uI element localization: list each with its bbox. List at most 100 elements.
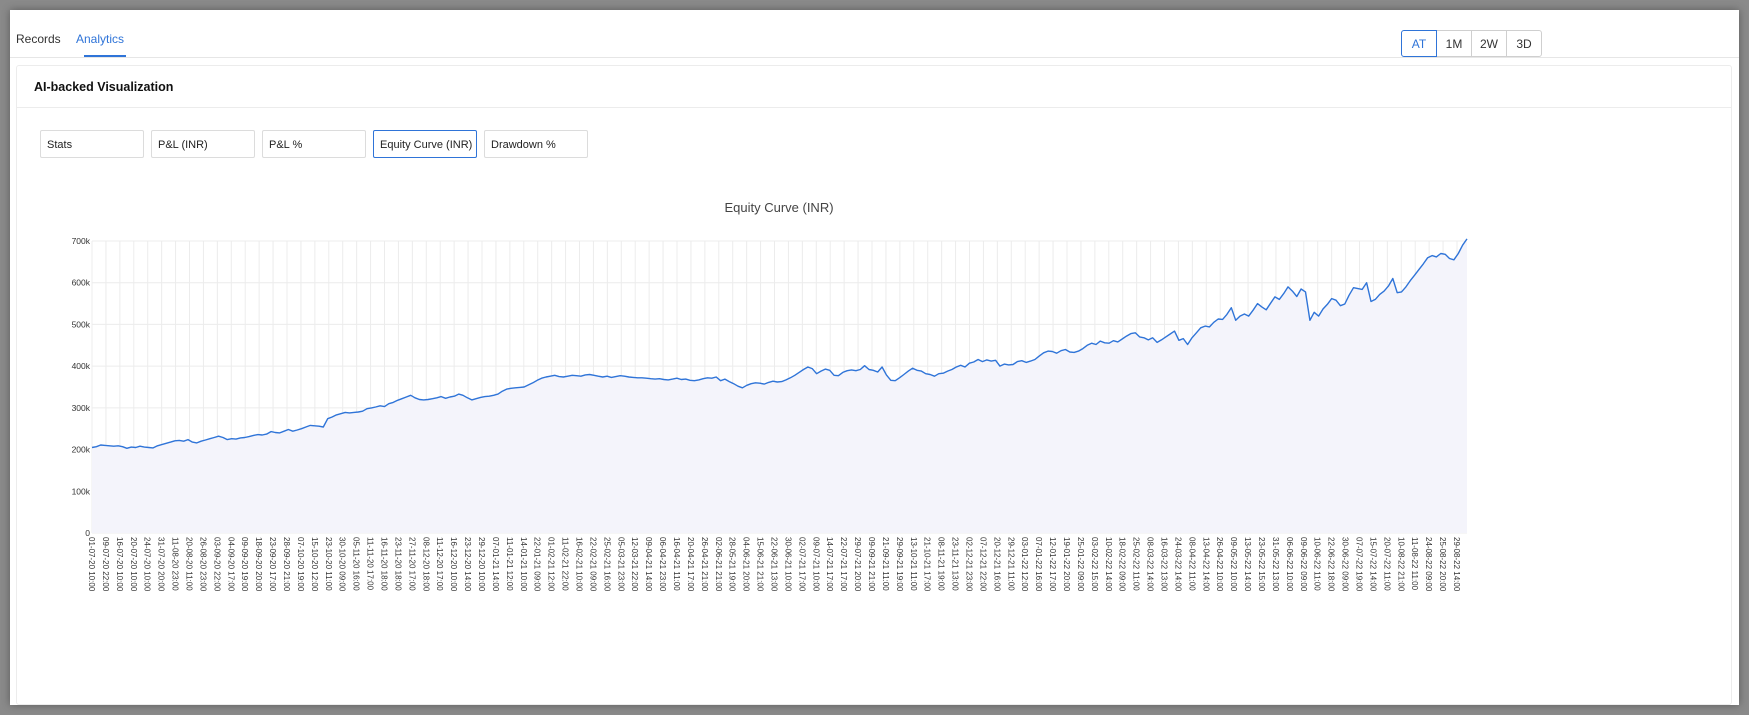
x-tick-label: 14-01-21 10:00	[519, 537, 528, 592]
x-tick-label: 29-07-21 20:00	[853, 537, 862, 592]
x-tick-label: 16-02-21 10:00	[575, 537, 584, 592]
x-tick-label: 09-09-21 21:00	[867, 537, 876, 592]
x-tick-label: 18-02-22 09:00	[1118, 537, 1127, 592]
y-tick-label: 700k	[72, 236, 91, 246]
x-tick-label: 10-06-22 11:00	[1313, 537, 1322, 591]
x-tick-label: 01-07-20 10:00	[87, 537, 96, 592]
x-tick-label: 14-07-21 17:00	[825, 537, 834, 592]
x-tick-label: 30-06-22 09:00	[1341, 537, 1350, 592]
x-tick-label: 22-07-21 17:00	[839, 537, 848, 592]
x-tick-label: 10-08-22 21:00	[1396, 537, 1405, 592]
x-tick-label: 13-04-22 14:00	[1201, 537, 1210, 592]
x-tick-label: 26-04-22 10:00	[1215, 537, 1224, 592]
x-tick-label: 29-09-21 19:00	[895, 537, 904, 592]
x-tick-label: 23-11-21 13:00	[951, 537, 960, 591]
chart-tab-pnl-inr[interactable]: P&L (INR)	[151, 130, 255, 158]
x-tick-label: 05-11-20 16:00	[352, 537, 361, 591]
x-tick-label: 23-10-20 11:00	[324, 537, 333, 591]
x-tick-label: 11-02-21 22:00	[561, 537, 570, 591]
x-tick-label: 08-04-22 11:00	[1187, 537, 1196, 591]
x-tick-label: 07-12-21 22:00	[978, 537, 987, 592]
chart-tab-equity-curve[interactable]: Equity Curve (INR)	[373, 130, 477, 158]
x-tick-label: 05-03-21 23:00	[616, 537, 625, 592]
x-tick-label: 09-07-21 10:00	[811, 537, 820, 592]
x-tick-label: 28-05-21 19:00	[728, 537, 737, 592]
x-tick-label: 30-06-21 10:00	[783, 537, 792, 592]
x-tick-label: 30-10-20 09:00	[338, 537, 347, 592]
y-tick-label: 400k	[72, 361, 91, 371]
x-axis: 01-07-20 10:00 09-07-20 22:00 16-07-20 10:…	[87, 537, 1461, 592]
top-navigation: Records Analytics AT 1M 2W 3D	[10, 10, 1739, 58]
range-button-2-weeks[interactable]: 2W	[1471, 30, 1507, 57]
x-tick-label: 23-12-20 14:00	[463, 537, 472, 592]
x-tick-label: 23-11-20 18:00	[393, 537, 402, 591]
active-tab-indicator	[84, 55, 126, 57]
x-tick-label: 09-09-20 19:00	[240, 537, 249, 592]
range-button-3-days[interactable]: 3D	[1506, 30, 1542, 57]
x-tick-label: 03-09-20 22:00	[212, 537, 221, 592]
x-tick-label: 29-08-22 14:00	[1452, 537, 1461, 592]
chart-area	[91, 238, 1468, 533]
x-tick-label: 20-04-21 17:00	[686, 537, 695, 592]
x-tick-label: 08-03-22 14:00	[1146, 537, 1155, 592]
y-tick-label: 200k	[72, 445, 91, 455]
x-tick-label: 20-12-21 16:00	[992, 537, 1001, 592]
chart-tab-pnl-percent[interactable]: P&L %	[262, 130, 366, 158]
x-tick-label: 24-08-22 09:00	[1424, 537, 1433, 592]
x-tick-label: 15-07-22 14:00	[1368, 537, 1377, 592]
x-tick-label: 25-02-22 11:00	[1132, 537, 1141, 591]
tab-records[interactable]: Records	[16, 32, 61, 46]
equity-series-line	[91, 238, 1468, 449]
x-tick-label: 15-06-21 21:00	[756, 537, 765, 592]
x-tick-label: 21-09-21 11:00	[881, 537, 890, 591]
x-tick-label: 31-05-22 13:00	[1271, 537, 1280, 592]
y-tick-label: 300k	[72, 403, 91, 413]
x-tick-label: 11-01-21 12:00	[505, 537, 514, 591]
visualization-card: AI-backed Visualization Stats P&L (INR) …	[16, 65, 1732, 705]
x-tick-label: 13-10-21 11:00	[909, 537, 918, 591]
x-tick-label: 02-07-21 17:00	[797, 537, 806, 592]
x-tick-label: 29-12-21 11:00	[1006, 537, 1015, 591]
x-tick-label: 25-08-22 20:00	[1438, 537, 1447, 592]
x-tick-label: 31-07-20 20:00	[157, 537, 166, 592]
x-tick-label: 08-11-21 19:00	[937, 537, 946, 591]
x-tick-label: 26-04-21 21:00	[700, 537, 709, 592]
y-tick-label: 0	[85, 528, 90, 538]
app-window: Records Analytics AT 1M 2W 3D AI-backed …	[10, 10, 1739, 705]
equity-curve-chart: Equity Curve (INR) 0 100k 200k 300k 400k 500k…	[72, 200, 1468, 592]
y-axis: 0 100k 200k 300k 400k 500k 600k 700k	[72, 236, 91, 538]
x-tick-label: 02-12-21 23:00	[965, 537, 974, 592]
x-tick-label: 28-09-20 21:00	[282, 537, 291, 592]
x-tick-label: 09-04-21 14:00	[644, 537, 653, 592]
x-tick-label: 16-12-20 10:00	[449, 537, 458, 592]
x-tick-label: 04-06-21 20:00	[742, 537, 751, 592]
x-tick-label: 08-12-20 18:00	[421, 537, 430, 592]
range-button-1-month[interactable]: 1M	[1436, 30, 1472, 57]
x-tick-label: 16-11-20 18:00	[380, 537, 389, 591]
x-tick-label: 02-06-21 21:00	[714, 537, 723, 592]
x-tick-label: 01-02-21 12:00	[547, 537, 556, 592]
y-tick-label: 500k	[72, 319, 91, 329]
chart-tab-drawdown[interactable]: Drawdown %	[484, 130, 588, 158]
x-tick-label: 22-02-21 09:00	[588, 537, 597, 592]
x-tick-label: 06-06-22 10:00	[1285, 537, 1294, 592]
x-tick-label: 22-06-22 18:00	[1327, 537, 1336, 592]
range-button-all-time[interactable]: AT	[1401, 30, 1437, 57]
x-tick-label: 25-01-22 09:00	[1076, 537, 1085, 592]
x-tick-label: 09-07-20 22:00	[101, 537, 110, 592]
time-range-selector: AT 1M 2W 3D	[1401, 30, 1542, 57]
x-tick-label: 11-08-22 11:00	[1410, 537, 1419, 591]
chart-tab-stats[interactable]: Stats	[40, 130, 144, 158]
x-tick-label: 20-07-20 10:00	[129, 537, 138, 592]
chart-title: Equity Curve (INR)	[724, 200, 833, 215]
x-tick-label: 15-10-20 12:00	[310, 537, 319, 592]
x-tick-label: 12-03-21 22:00	[630, 537, 639, 592]
x-tick-label: 07-01-22 16:00	[1034, 537, 1043, 592]
x-tick-label: 29-12-20 10:00	[477, 537, 486, 592]
x-tick-label: 20-07-22 11:00	[1382, 537, 1391, 591]
x-tick-label: 25-02-21 16:00	[602, 537, 611, 592]
tab-analytics[interactable]: Analytics	[76, 32, 125, 46]
y-tick-label: 600k	[72, 278, 91, 288]
x-tick-label: 11-08-20 23:00	[171, 537, 180, 591]
x-tick-label: 10-02-22 14:00	[1104, 537, 1113, 592]
